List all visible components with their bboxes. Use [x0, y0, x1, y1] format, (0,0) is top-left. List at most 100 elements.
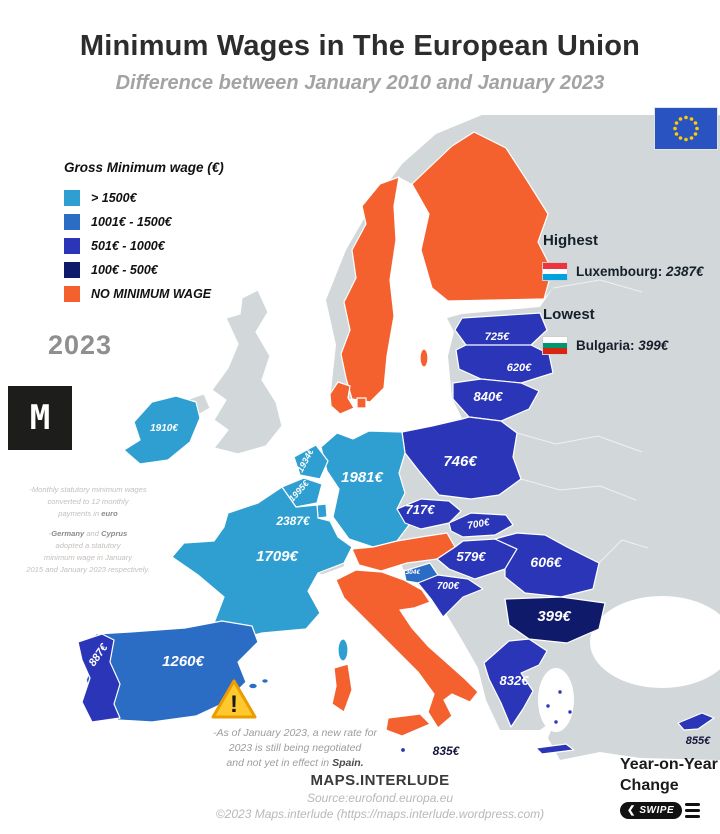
legend: Gross Minimum wage (€) > 1500€ 1001€ - 15… — [64, 160, 274, 309]
country-latvia — [455, 344, 554, 384]
logo-letter: M — [29, 398, 51, 438]
legend-title: Gross Minimum wage (€) — [64, 160, 224, 175]
footer-source: Source:eurofond.europa.eu — [306, 791, 454, 805]
country-netherlands — [293, 444, 329, 480]
legend-swatch — [64, 237, 80, 254]
maps-interlude-logo: M — [8, 386, 72, 450]
wage-label-spain: 1260€ — [162, 653, 204, 670]
legend-label: > 1500€ — [91, 190, 137, 205]
wage-label-france: 1709€ — [256, 548, 298, 565]
legend-label: 100€ - 500€ — [91, 262, 158, 277]
year-label: 2023 — [48, 330, 113, 360]
wage-label-czechia: 717€ — [406, 502, 436, 517]
wage-label-romania: 606€ — [530, 554, 562, 570]
eu-star — [673, 126, 677, 131]
country-slovakia — [448, 512, 514, 538]
wage-label-ireland: 1910€ — [150, 423, 178, 434]
chevron-left-icon: ❮ — [627, 805, 636, 817]
aegean-islands — [545, 689, 573, 725]
black-sea — [590, 596, 720, 688]
legend-label: 501€ - 1000€ — [91, 238, 165, 253]
country-denmark — [329, 381, 355, 415]
highest-lowest-callouts: Highest Luxembourg: 2387€ Lowest Bulgari… — [543, 232, 718, 380]
highest-heading: Highest — [543, 232, 599, 249]
country-sweden — [340, 176, 400, 403]
country-crete — [535, 743, 575, 755]
country-romania — [494, 532, 600, 598]
legend-item-gt1500: > 1500€ — [64, 189, 274, 206]
internal-borders — [516, 279, 649, 564]
eu-star — [695, 126, 699, 131]
legend-swatch — [64, 189, 80, 206]
note-paragraph: -Germany and Cyprus adopted a statutory … — [26, 529, 150, 574]
country-malta — [399, 746, 407, 754]
wage-label-malta: 835€ — [433, 744, 461, 758]
wage-label-hungary: 579€ — [457, 549, 487, 564]
eu-star — [684, 115, 688, 120]
country-gotland — [419, 348, 429, 368]
country-denmark-island — [356, 397, 367, 409]
country-croatia — [417, 574, 484, 618]
wage-label-luxembourg: 2387€ — [275, 514, 311, 528]
legend-rows: > 1500€ 1001€ - 1500€ 501€ - 1000€ 100€ - 5… — [64, 189, 274, 302]
spain-warning-note: -As of January 2023, a new rate for 2023… — [212, 727, 377, 770]
country-ireland — [123, 395, 201, 465]
eu-star — [684, 137, 688, 142]
country-sardinia — [331, 663, 353, 713]
note-paragraph: -Monthly statutory minimum wages convert… — [29, 485, 147, 518]
country-bulgaria — [504, 596, 606, 644]
methodology-note: -Monthly statutory minimum wages convert… — [22, 484, 154, 584]
legend-item-501_1000: 501€ - 1000€ — [64, 237, 274, 254]
eu-star — [689, 136, 694, 140]
eu-star — [678, 136, 683, 140]
country-lithuania — [452, 378, 540, 422]
footer-brand: MAPS.INTERLUDE — [310, 772, 450, 789]
wage-label-bulgaria: 399€ — [537, 608, 571, 625]
country-sicily — [385, 713, 431, 737]
eu-star — [674, 132, 679, 136]
swipe-button[interactable]: ❮ SWIPE — [620, 802, 683, 820]
wage-label-croatia: 700€ — [437, 581, 460, 592]
eu-star — [689, 117, 694, 121]
luxembourg-flag-icon — [543, 263, 567, 281]
wage-label-germany: 1981€ — [341, 469, 383, 486]
bulgaria-flag-icon — [543, 337, 567, 355]
legend-swatch — [64, 213, 80, 230]
legend-item-100_500: 100€ - 500€ — [64, 261, 274, 278]
eu-flag — [655, 108, 717, 149]
wage-label-latvia: 620€ — [507, 362, 532, 374]
footer-copyright: ©2023 Maps.interlude (https://maps.inter… — [215, 807, 545, 821]
yoy-line1: Year-on-Year — [620, 756, 718, 773]
wage-label-lithuania: 840€ — [474, 389, 504, 404]
eu-star — [693, 132, 698, 136]
legend-item-1001_1500: 1001€ - 1500€ — [64, 213, 274, 230]
country-corsica — [337, 638, 349, 662]
page-title: Minimum Wages in The European Union — [79, 30, 641, 62]
lowest-heading: Lowest — [543, 306, 595, 323]
legend-item-none: NO MINIMUM WAGE — [64, 285, 274, 302]
wage-label-greece: 832€ — [500, 673, 530, 688]
non-eu-landmass — [326, 115, 720, 760]
warning-icon: ! — [211, 679, 257, 719]
highest-row: Luxembourg: 2387€ — [543, 263, 718, 281]
eu-star — [674, 121, 679, 125]
balearic-islands — [248, 678, 269, 689]
page-subtitle: Difference between January 2010 and Janu… — [115, 72, 605, 94]
lowest-row: Bulgaria: 399€ — [543, 337, 718, 355]
wage-label-slovakia: 700€ — [467, 517, 491, 532]
highest-value: Luxembourg: 2387€ — [576, 264, 704, 279]
country-cyprus — [677, 712, 715, 731]
eu-star — [693, 121, 698, 125]
country-france — [171, 486, 353, 642]
wage-label-cyprus: 855€ — [686, 735, 711, 747]
wage-label-poland: 746€ — [443, 453, 477, 470]
legend-label: NO MINIMUM WAGE — [91, 286, 212, 301]
country-italy — [335, 569, 479, 729]
svg-text:!: ! — [230, 691, 238, 718]
aegean-sea — [538, 668, 574, 732]
swipe-motion-lines-icon — [685, 802, 701, 820]
country-luxembourg — [316, 503, 328, 519]
eu-flag-stars — [673, 115, 699, 142]
